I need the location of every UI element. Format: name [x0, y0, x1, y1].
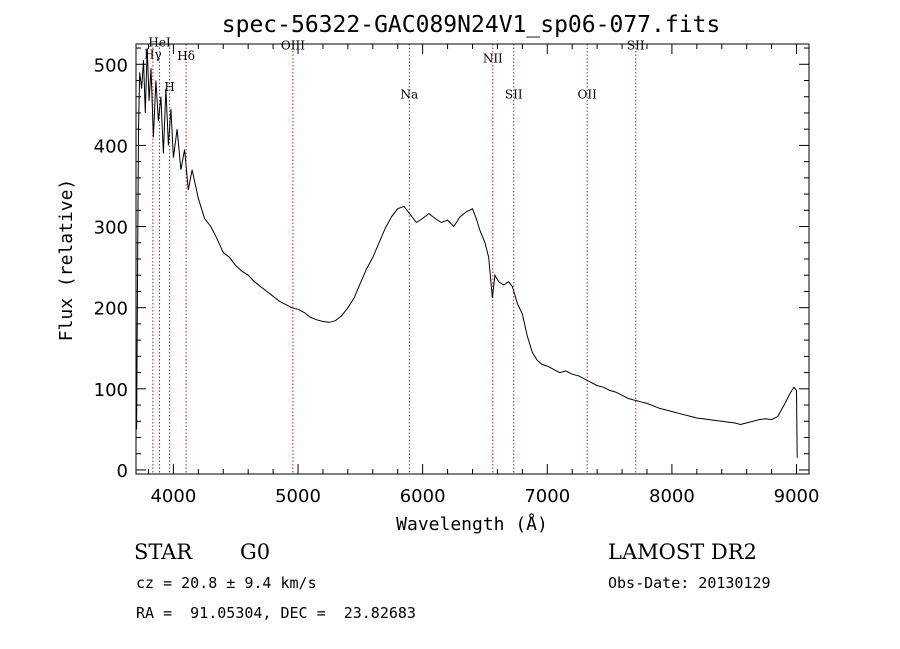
y-tick-label: 200: [94, 299, 128, 320]
x-tick-label: 7000: [524, 486, 570, 507]
line-marker-label: Hγ: [144, 48, 162, 62]
x-tick-label: 4000: [150, 486, 196, 507]
y-tick-label: 300: [94, 218, 128, 239]
line-marker-label: OIII: [281, 39, 305, 53]
line-marker-label: SII: [627, 39, 645, 53]
line-marker-label: OII: [577, 87, 597, 101]
x-tick-label: 9000: [774, 486, 820, 507]
x-tick-label: 5000: [275, 486, 321, 507]
obs-date: Obs-Date: 20130129: [608, 574, 771, 592]
y-axis-ticks: 0 100 200 300 400 500: [94, 47, 809, 482]
subclass-label: G0: [240, 540, 271, 564]
y-tick-label: 0: [117, 461, 128, 482]
plot-frame: [135, 43, 810, 475]
x-tick-label: 6000: [400, 486, 446, 507]
chart-title: spec-56322-GAC089N24V1_sp06-077.fits: [222, 12, 721, 38]
class-label: STAR: [134, 540, 193, 564]
coordinates: RA = 91.05304, DEC = 23.82683: [136, 604, 416, 622]
y-tick-label: 400: [94, 136, 128, 157]
x-tick-label: 8000: [649, 486, 695, 507]
y-tick-label: 500: [94, 55, 128, 76]
line-marker-label: Na: [400, 87, 418, 101]
y-axis-label: Flux (relative): [56, 179, 77, 342]
line-marker-label: NII: [483, 52, 503, 66]
spectrum-line: [136, 48, 798, 458]
x-axis-label: Wavelength (Å): [396, 513, 548, 535]
survey-label: LAMOST DR2: [608, 540, 757, 564]
line-marker-label: H: [164, 80, 174, 94]
line-marker-label: SII: [505, 87, 523, 101]
cz-readout: cz = 20.8 ± 9.4 km/s: [136, 574, 317, 592]
line-marker-label: Hδ: [177, 49, 195, 63]
line-marker-label: HeI: [148, 35, 171, 49]
y-tick-label: 100: [94, 380, 128, 401]
x-axis-ticks: 4000 5000 6000 7000 8000 9000: [147, 44, 820, 507]
